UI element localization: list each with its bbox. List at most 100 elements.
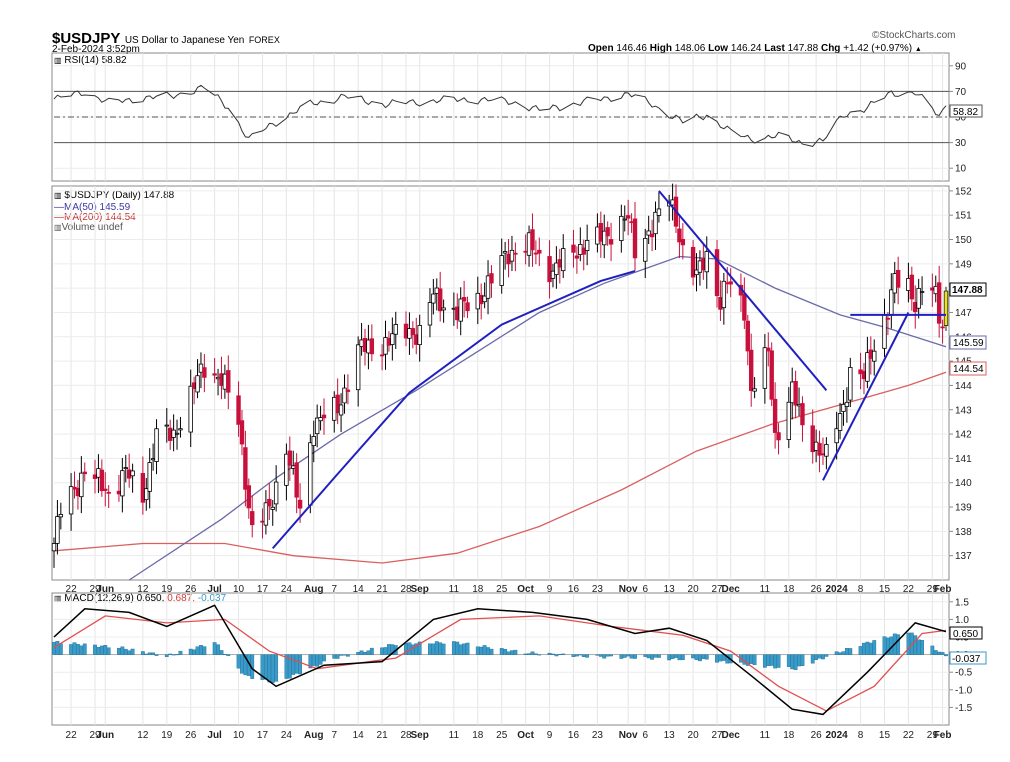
macd-histogram-bar <box>896 634 901 655</box>
macd-histogram-bar <box>387 644 391 655</box>
candle-body <box>574 255 580 259</box>
candle-body <box>461 297 467 302</box>
low-value: 146.24 <box>730 43 762 54</box>
candle-body <box>786 401 791 440</box>
trendline-2 <box>658 190 828 391</box>
rsi-ytick-label: 50 <box>955 113 967 124</box>
x-tick-label: 19 <box>161 584 173 595</box>
candle-body <box>147 462 152 492</box>
macd-histogram-bar <box>267 654 272 683</box>
last-label: Last <box>764 43 785 54</box>
candle-body <box>909 274 915 300</box>
x-tick-label: 7 <box>331 584 337 595</box>
macd-histogram-bar <box>581 654 586 657</box>
candle-body <box>123 467 128 470</box>
macd-histogram-bar <box>530 651 535 655</box>
candle-body <box>766 347 771 352</box>
ma50-tag-text: 145.59 <box>953 338 984 349</box>
macd-histogram-bar <box>106 647 111 655</box>
macd-histogram-bar <box>93 644 97 655</box>
macd-histogram-bar <box>554 654 559 657</box>
macd-legend: ▥ MACD(12,26,9) 0.650, 0.687, -0.037 <box>54 593 227 604</box>
candle-body <box>656 208 662 216</box>
last-value: 147.88 <box>787 43 819 54</box>
macd-histogram-bar <box>715 654 719 663</box>
x-tick-label: 28 <box>400 730 412 741</box>
candle-body <box>393 324 398 335</box>
candle-body <box>714 249 720 297</box>
macd-histogram-bar <box>626 654 631 657</box>
x-tick-label: 15 <box>879 730 891 741</box>
x-tick-label: Sep <box>411 730 429 741</box>
macd-histogram-bar <box>677 654 682 661</box>
macd-ytick-label: -0.5 <box>955 668 973 679</box>
x-tick-label: Jul <box>207 730 222 741</box>
macd-legend-hist: -0.037 <box>197 593 227 604</box>
x-tick-label: 22 <box>66 584 78 595</box>
x-tick-label: 2024 <box>826 730 849 741</box>
macd-legend-prefix: MACD(12,26,9) <box>64 593 134 604</box>
candle-body <box>680 238 686 246</box>
x-tick-label: 21 <box>377 584 389 595</box>
candle-body <box>502 251 508 254</box>
candle-body <box>410 328 416 336</box>
macd-histogram-bar <box>523 653 528 655</box>
macd-histogram-bar <box>339 654 343 656</box>
macd-histogram-bar <box>872 640 877 655</box>
x-tick-label: 27 <box>711 730 723 741</box>
x-tick-label: 7 <box>331 730 337 741</box>
candle-body <box>338 404 344 416</box>
macd-histogram-bar <box>76 644 80 655</box>
candle-body <box>226 370 231 393</box>
candle-body <box>202 367 207 378</box>
candle-body <box>58 514 64 518</box>
macd-histogram-bar <box>455 641 460 655</box>
macd-histogram-bar <box>920 639 924 655</box>
ma200-legend: —MA(200) 144.54 <box>54 212 136 223</box>
candle-body <box>369 338 375 355</box>
x-tick-label: Jun <box>96 730 114 741</box>
x-tick-label: Sep <box>411 584 429 595</box>
candle-body <box>437 288 443 312</box>
macd-histogram-bar <box>332 654 337 659</box>
price-ytick-label: 150 <box>955 235 972 246</box>
macd-histogram-bar <box>848 648 853 655</box>
x-tick-label: 8 <box>858 730 864 741</box>
x-tick-label: 27 <box>711 584 723 595</box>
candle-body <box>605 227 610 237</box>
x-tick-label: 11 <box>760 584 771 595</box>
candle-body <box>68 486 74 515</box>
macd-histogram-bar <box>315 654 320 667</box>
candle-body <box>537 249 542 254</box>
macd-histogram-bar <box>219 650 224 655</box>
macd-histogram-bar <box>786 654 791 667</box>
x-tick-label: 25 <box>496 730 508 741</box>
price-ytick-label: 147 <box>955 308 972 319</box>
trendlines <box>271 190 946 550</box>
macd-panel-frame <box>51 592 950 726</box>
price-legend-text: $USDJPY (Daily) 147.88 <box>64 190 175 201</box>
macd-histogram-bar <box>489 648 494 655</box>
price-ytick-label: 140 <box>955 478 972 489</box>
candle-body <box>79 472 84 498</box>
macd-histogram-bar <box>226 654 231 657</box>
macd-histogram-bar <box>482 645 487 655</box>
macd-histogram-bar <box>164 654 169 657</box>
chg-value: +1.42 (+0.97%) <box>843 43 913 54</box>
candle-body <box>311 436 316 447</box>
candle-body <box>345 389 351 392</box>
macd-histogram-bar <box>79 645 84 655</box>
candle-body <box>793 380 798 406</box>
macd-histogram-bar <box>294 654 299 674</box>
candle-body <box>273 481 279 505</box>
candle-body <box>625 215 631 219</box>
macd-histogram-bar <box>438 642 443 655</box>
macd-histogram-bar <box>192 649 197 655</box>
price-ytick-label: 144 <box>955 381 972 392</box>
x-tick-label: 16 <box>568 584 580 595</box>
candle-body <box>865 352 870 382</box>
candle-body <box>427 302 433 326</box>
macd-histogram-bar <box>270 654 275 683</box>
candle-body <box>140 473 146 503</box>
